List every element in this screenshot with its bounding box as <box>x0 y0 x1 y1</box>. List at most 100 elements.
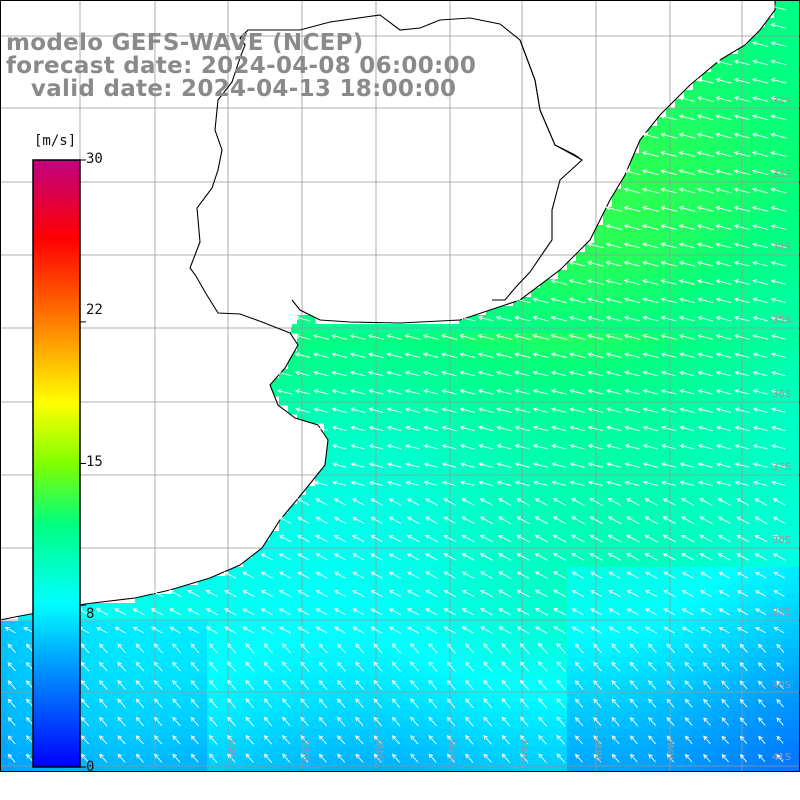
wind-speed-cell <box>396 513 406 523</box>
wind-speed-cell <box>558 450 568 460</box>
wind-speed-cell <box>468 369 478 379</box>
wind-arrow <box>699 590 712 597</box>
wind-arrow <box>752 242 769 249</box>
wind-speed-cell <box>450 351 460 361</box>
wind-speed-cell <box>432 729 442 739</box>
wind-speed-cell <box>342 558 352 568</box>
wind-speed-cell <box>378 549 388 559</box>
wind-speed-cell <box>792 297 800 307</box>
wind-speed-cell <box>693 540 703 550</box>
wind-speed-cell <box>702 405 712 415</box>
wind-speed-cell <box>459 711 469 721</box>
wind-arrow <box>332 444 347 450</box>
wind-arrow <box>773 590 785 597</box>
wind-speed-cell <box>594 459 604 469</box>
wind-arrow <box>516 553 530 561</box>
wind-speed-cell <box>747 171 757 181</box>
wind-arrow <box>662 553 677 561</box>
wind-speed-cell <box>585 243 595 253</box>
wind-arrow <box>479 498 494 506</box>
wind-speed-cell <box>774 540 784 550</box>
wind-arrow <box>733 59 750 66</box>
wind-speed-cell <box>747 99 757 109</box>
wind-speed-cell <box>639 261 649 271</box>
wind-speed-cell <box>495 306 505 316</box>
wind-speed-cell <box>369 558 379 568</box>
wind-speed-cell <box>747 108 757 118</box>
wind-speed-cell <box>441 450 451 460</box>
wind-speed-cell <box>315 333 325 343</box>
wind-speed-cell <box>396 621 406 631</box>
wind-arrow <box>532 462 549 468</box>
wind-arrow <box>553 626 566 634</box>
wind-speed-cell <box>720 315 730 325</box>
wind-speed-cell <box>774 504 784 514</box>
wind-speed-cell <box>162 756 172 766</box>
wind-arrow <box>606 462 622 468</box>
wind-speed-cell <box>477 711 487 721</box>
wind-speed-cell <box>486 405 496 415</box>
wind-speed-cell <box>252 657 262 667</box>
wind-speed-cell <box>648 477 658 487</box>
wind-speed-cell <box>423 477 433 487</box>
wind-speed-cell <box>729 108 739 118</box>
wind-arrow <box>771 444 786 450</box>
wind-speed-cell <box>360 765 370 775</box>
wind-speed-cell <box>738 621 748 631</box>
wind-speed-cell <box>729 180 739 190</box>
wind-speed-cell <box>684 477 694 487</box>
wind-speed-cell <box>765 180 775 190</box>
wind-speed-cell <box>594 738 604 748</box>
wind-speed-cell <box>495 450 505 460</box>
wind-speed-cell <box>144 729 154 739</box>
wind-speed-cell <box>414 567 424 577</box>
wind-speed-cell <box>387 639 397 649</box>
wind-speed-cell <box>396 549 406 559</box>
wind-speed-cell <box>720 171 730 181</box>
wind-arrow <box>733 77 751 84</box>
wind-speed-cell <box>522 450 532 460</box>
wind-speed-cell <box>243 567 253 577</box>
wind-arrow <box>752 260 769 267</box>
wind-arrow <box>534 608 548 616</box>
wind-speed-cell <box>702 702 712 712</box>
wind-arrow <box>587 370 604 377</box>
wind-speed-cell <box>720 738 730 748</box>
wind-speed-cell <box>702 468 712 478</box>
wind-speed-cell <box>783 18 793 28</box>
wind-speed-cell <box>495 558 505 568</box>
wind-speed-cell <box>135 594 145 604</box>
wind-speed-cell <box>324 531 334 541</box>
wind-speed-cell <box>360 369 370 379</box>
wind-speed-cell <box>585 279 595 289</box>
wind-speed-cell <box>756 531 766 541</box>
wind-speed-cell <box>414 513 424 523</box>
wind-speed-cell <box>594 567 604 577</box>
wind-speed-cell <box>495 396 505 406</box>
wind-speed-cell <box>261 558 271 568</box>
wind-speed-cell <box>648 675 658 685</box>
wind-speed-cell <box>432 513 442 523</box>
wind-speed-cell <box>468 585 478 595</box>
wind-arrow <box>663 571 676 579</box>
wind-speed-cell <box>495 504 505 514</box>
wind-speed-cell <box>702 189 712 199</box>
wind-speed-cell <box>468 576 478 586</box>
wind-speed-cell <box>315 495 325 505</box>
wind-arrow <box>461 516 475 525</box>
wind-speed-cell <box>216 648 226 658</box>
wind-arrow <box>680 498 695 506</box>
wind-arrow <box>294 352 311 359</box>
wind-speed-cell <box>684 189 694 199</box>
wind-speed-cell <box>711 207 721 217</box>
wind-speed-cell <box>405 711 415 721</box>
wind-speed-cell <box>612 378 622 388</box>
wind-speed-cell <box>423 765 433 775</box>
wind-speed-cell <box>18 756 28 766</box>
wind-speed-cell <box>792 450 800 460</box>
wind-speed-cell <box>747 720 757 730</box>
wind-speed-cell <box>585 432 595 442</box>
wind-speed-cell <box>648 441 658 451</box>
land-mass <box>0 0 775 620</box>
wind-speed-cell <box>90 639 100 649</box>
